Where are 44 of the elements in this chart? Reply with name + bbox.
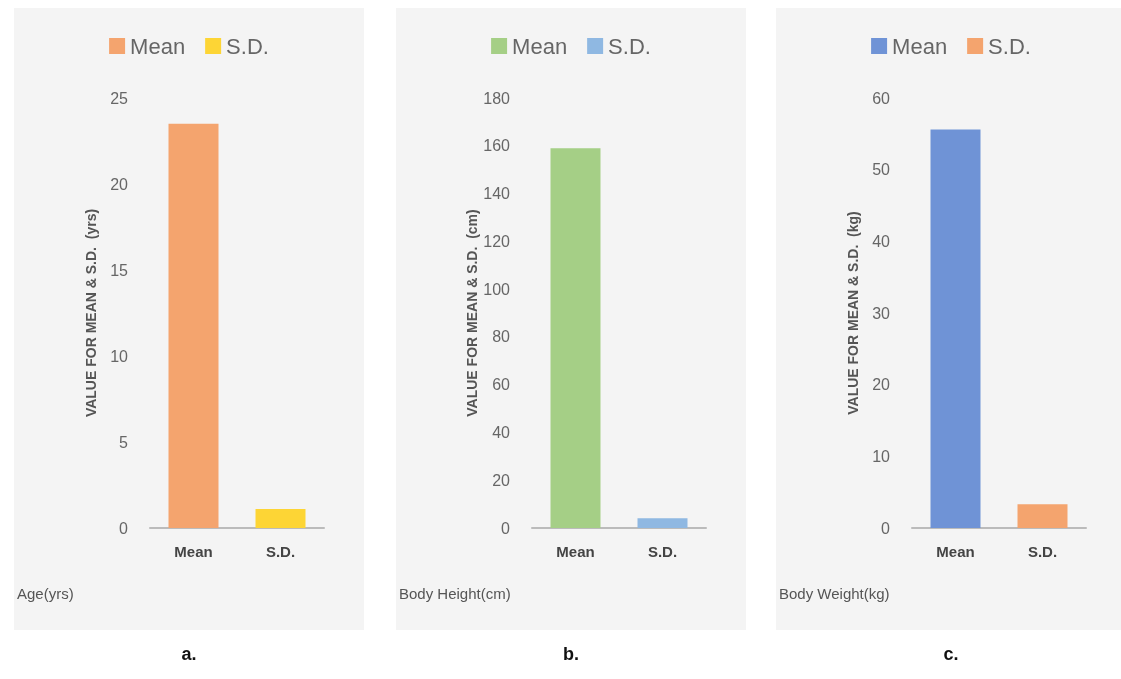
- y-tick-label: 80: [492, 328, 511, 346]
- x-tick-label: S.D.: [1027, 543, 1058, 560]
- y-tick-label: 0: [119, 519, 129, 537]
- y-tick-label: 20: [872, 376, 891, 394]
- text: c.: [942, 643, 960, 665]
- y-tick-label: 160: [483, 137, 511, 155]
- x-tick-label: Mean: [556, 543, 595, 560]
- y-tick-label: 0: [881, 519, 891, 537]
- y-axis-title: VALUE FOR MEAN & S.D. (kg): [845, 211, 861, 415]
- legend-label: Mean: [512, 33, 568, 59]
- y-axis-title: VALUE FOR MEAN & S.D. (yrs): [83, 208, 99, 418]
- y-tick-label: 60: [872, 89, 891, 107]
- y-tick-label: 25: [110, 89, 129, 107]
- legend-label: Mean: [130, 33, 186, 59]
- y-tick-label: 20: [492, 471, 511, 489]
- y-tick-label: 5: [119, 433, 129, 451]
- legend-label: S.D.: [988, 33, 1031, 59]
- y-tick-label: 15: [110, 261, 129, 279]
- x-axis-title: Age(yrs): [17, 585, 74, 602]
- y-tick-label: 10: [872, 447, 891, 465]
- x-tick-label: Mean: [936, 543, 975, 560]
- x-tick-label: S.D.: [647, 543, 678, 560]
- legend-label: Mean: [892, 33, 948, 59]
- y-tick-label: 10: [110, 347, 129, 365]
- text: a.: [180, 643, 198, 665]
- y-tick-label: 120: [483, 232, 511, 250]
- y-axis-title: VALUE FOR MEAN & S.D. (cm): [464, 209, 481, 417]
- y-tick-label: 40: [872, 232, 891, 250]
- text: b.: [562, 643, 580, 665]
- y-tick-label: 40: [492, 423, 511, 441]
- y-tick-label: 30: [872, 304, 891, 322]
- y-tick-label: 0: [501, 519, 511, 537]
- y-tick-label: 140: [483, 185, 511, 203]
- x-axis-title: Body Height(cm): [399, 585, 511, 602]
- legend-label: S.D.: [608, 33, 651, 59]
- x-tick-label: S.D.: [265, 543, 296, 560]
- y-tick-label: 60: [492, 376, 511, 394]
- x-tick-label: Mean: [174, 543, 213, 560]
- x-axis-title: Body Weight(kg): [779, 585, 890, 602]
- y-tick-label: 180: [483, 89, 511, 107]
- y-tick-label: 20: [110, 175, 129, 193]
- y-tick-label: 50: [872, 161, 891, 179]
- y-tick-label: 100: [483, 280, 511, 298]
- legend-label: S.D.: [226, 33, 269, 59]
